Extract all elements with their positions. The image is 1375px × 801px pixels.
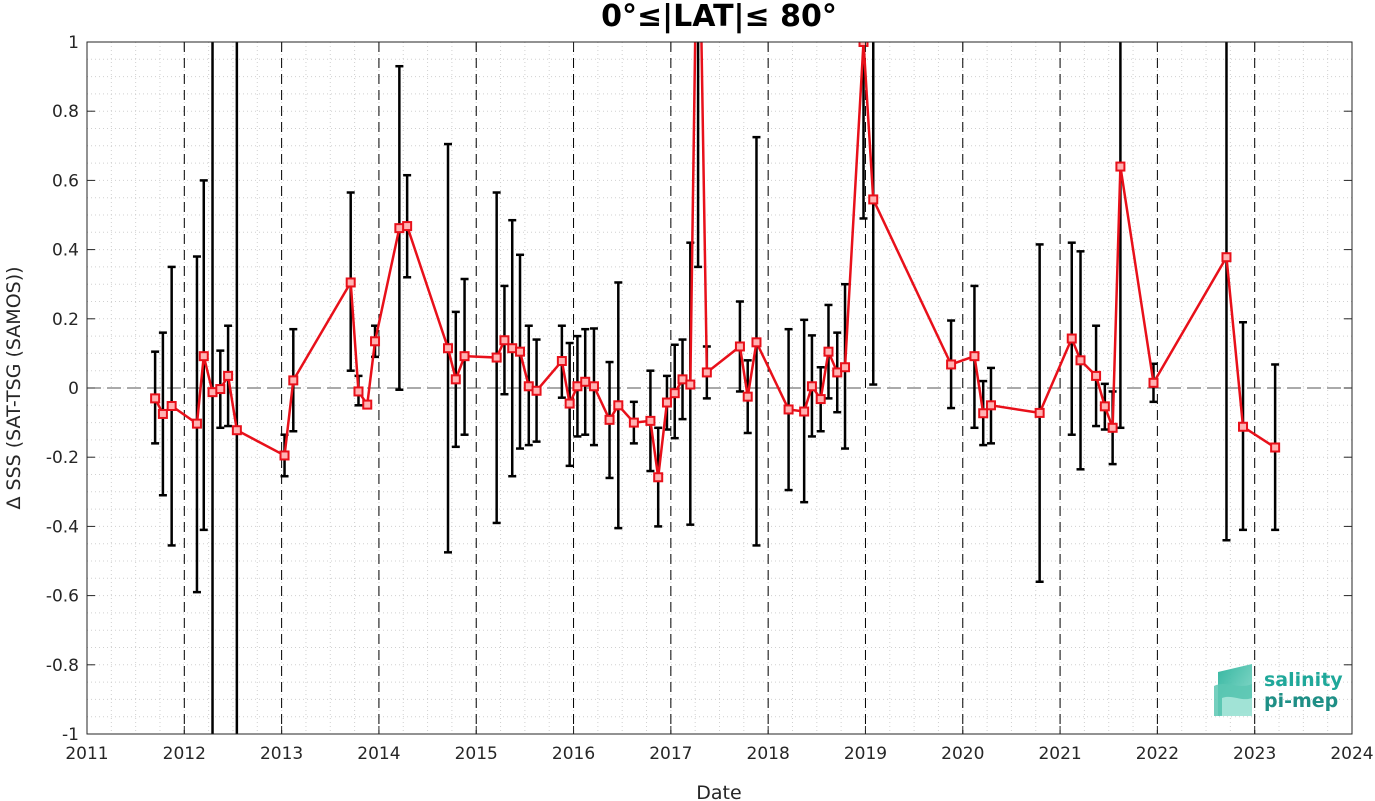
- data-point-marker: [823, 346, 834, 357]
- data-point-marker: [858, 42, 869, 47]
- data-point-marker: [198, 351, 209, 362]
- data-point-marker: [491, 352, 502, 363]
- data-point-marker: [1107, 422, 1118, 433]
- data-point-marker: [1075, 355, 1086, 366]
- x-tick-label: 2021: [1038, 744, 1081, 764]
- x-tick-label: 2014: [357, 744, 400, 764]
- x-tick-label: 2015: [455, 744, 498, 764]
- x-tick-label: 2016: [552, 744, 595, 764]
- data-point-marker: [604, 414, 615, 425]
- data-point-marker: [661, 397, 672, 408]
- data-point-marker: [362, 399, 373, 410]
- chart-title: 0°≤|LAT|≤ 80°: [601, 0, 837, 34]
- x-tick-label: 2024: [1330, 744, 1373, 764]
- data-point-marker: [969, 351, 980, 362]
- y-axis-label: Δ SSS (SAT-TSG (SAMOS)): [3, 266, 25, 509]
- y-tick-label: -1: [62, 725, 79, 745]
- y-tick-label: -0.2: [46, 448, 79, 468]
- data-point-marker: [231, 425, 242, 436]
- data-point-marker: [564, 398, 575, 409]
- data-point-marker: [1115, 161, 1126, 172]
- data-point-marker: [215, 384, 226, 395]
- x-tick-label: 2011: [65, 744, 108, 764]
- data-point-marker: [402, 221, 413, 232]
- data-point-marker: [1099, 401, 1110, 412]
- data-point-marker: [353, 386, 364, 397]
- data-point-marker: [150, 393, 161, 404]
- x-axis-label: Date: [696, 782, 741, 801]
- data-point-marker: [459, 351, 470, 362]
- data-point-marker: [840, 362, 851, 373]
- y-tick-label: 0.6: [52, 171, 79, 191]
- y-axis: -1 -0.8 -0.6 -0.4 -0.2 0 0.2 0.4 0.6 0.8 1: [46, 33, 1352, 745]
- data-point-marker: [832, 367, 843, 378]
- x-tick-label: 2019: [844, 744, 887, 764]
- data-point-marker: [1091, 370, 1102, 381]
- data-point-marker: [1238, 421, 1249, 432]
- data-point-marker: [345, 277, 356, 288]
- y-tick-label: 0: [68, 379, 79, 399]
- data-point-marker: [742, 391, 753, 402]
- data-point-marker: [701, 367, 712, 378]
- data-point-marker: [978, 408, 989, 419]
- y-tick-label: -0.8: [46, 656, 79, 676]
- salinity-pi-mep-logo: salinity pi-mep: [1214, 664, 1343, 716]
- data-point-marker: [191, 418, 202, 429]
- y-tick-label: 0.8: [52, 102, 79, 122]
- y-tick-label: 0.2: [52, 310, 79, 330]
- y-tick-label: -0.4: [46, 517, 79, 537]
- data-point-marker: [815, 394, 826, 405]
- data-point-marker: [868, 194, 879, 205]
- x-tick-label: 2017: [649, 744, 692, 764]
- data-point-marker: [531, 385, 542, 396]
- data-point-marker: [677, 374, 688, 385]
- data-point-marker: [734, 341, 745, 352]
- data-point-marker: [166, 400, 177, 411]
- data-point-marker: [1221, 252, 1232, 263]
- data-markers: [150, 42, 1281, 483]
- data-point-marker: [653, 472, 664, 483]
- data-point-marker: [806, 381, 817, 392]
- data-point-marker: [985, 400, 996, 411]
- data-point-marker: [370, 336, 381, 347]
- data-point-marker: [288, 375, 299, 386]
- y-tick-label: -0.6: [46, 587, 79, 607]
- data-point-marker: [580, 376, 591, 387]
- data-point-marker: [669, 388, 680, 399]
- y-tick-label: 0.4: [52, 241, 79, 261]
- data-point-marker: [450, 374, 461, 385]
- x-tick-label: 2022: [1136, 744, 1179, 764]
- y-tick-label: 1: [68, 33, 79, 53]
- x-tick-label: 2012: [163, 744, 206, 764]
- data-point-marker: [799, 406, 810, 417]
- data-point-marker: [783, 404, 794, 415]
- data-point-marker: [946, 359, 957, 370]
- data-point-marker: [685, 379, 696, 390]
- logo-line-1: salinity: [1264, 669, 1343, 691]
- data-point-marker: [628, 417, 639, 428]
- data-point-marker: [556, 356, 567, 367]
- data-point-marker: [515, 346, 526, 357]
- data-point-marker: [223, 370, 234, 381]
- data-point-marker: [751, 337, 762, 348]
- data-point-marker: [499, 335, 510, 346]
- x-tick-label: 2013: [260, 744, 303, 764]
- x-tick-label: 2020: [941, 744, 984, 764]
- data-point-marker: [1034, 407, 1045, 418]
- data-point-marker: [443, 343, 454, 354]
- x-tick-label: 2018: [747, 744, 790, 764]
- wave-logo-icon: [1214, 664, 1252, 716]
- data-point-marker: [1148, 377, 1159, 388]
- data-point-marker: [1270, 442, 1281, 453]
- x-tick-label: 2023: [1233, 744, 1276, 764]
- logo-line-2: pi-mep: [1264, 690, 1338, 712]
- data-point-marker: [645, 415, 656, 426]
- x-axis: 2011 2012 2013 2014 2015 2016 2017 2018 2019 2020…: [65, 42, 1374, 764]
- data-point-marker: [157, 408, 168, 419]
- data-point-marker: [613, 400, 624, 411]
- data-point-marker: [1066, 333, 1077, 344]
- data-point-marker: [588, 381, 599, 392]
- data-point-marker: [279, 450, 290, 461]
